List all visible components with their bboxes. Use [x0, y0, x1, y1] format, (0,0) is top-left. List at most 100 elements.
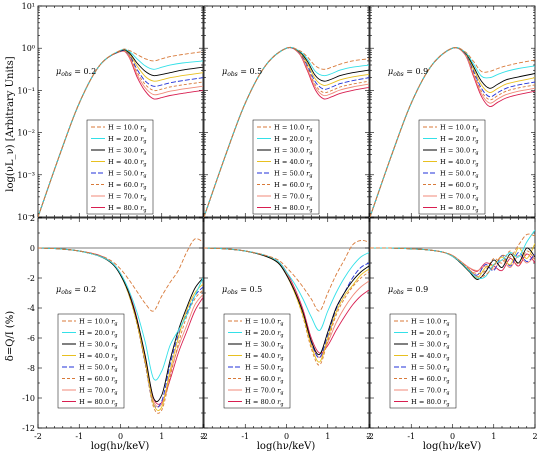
legend-label: H = 40.0 rg	[411, 352, 450, 362]
legend-label: H = 50.0 rg	[245, 364, 284, 374]
x-tick-label: 0	[450, 432, 455, 441]
y-tick-label: 10⁰	[22, 44, 35, 53]
legend-box	[389, 313, 457, 409]
legend-label: H = 70.0 rg	[245, 387, 284, 397]
series-line-h60	[370, 247, 535, 274]
legend-label: H = 20.0 rg	[440, 135, 479, 145]
y-tick-label: -8	[27, 364, 35, 373]
legend-label: H = 60.0 rg	[245, 375, 284, 385]
legend-label: H = 20.0 rg	[79, 329, 118, 339]
y-tick-label: -4	[27, 304, 35, 313]
series-line-h50	[370, 247, 535, 276]
legend-box	[57, 313, 125, 409]
legend-label: H = 10.0 rg	[245, 318, 284, 328]
legend-label: H = 10.0 rg	[108, 124, 147, 134]
legend-label: H = 70.0 rg	[274, 193, 313, 203]
x-tick-label: -2	[34, 432, 42, 441]
series-group	[370, 47, 535, 217]
legend-label: H = 60.0 rg	[440, 181, 479, 191]
legend-label: H = 20.0 rg	[411, 329, 450, 339]
legend: H = 10.0 rgH = 20.0 rg H = 30.0 rgH = 40.…	[252, 119, 320, 215]
series-group	[204, 46, 369, 217]
series-line-h20	[204, 247, 369, 331]
series-group	[370, 229, 535, 280]
panel-top-right: μobs = 0.9 H = 10.0 rgH = 20.0 rg H = 30.0…	[369, 5, 536, 218]
x-axis-label-left: log(hν/keV)	[91, 441, 150, 452]
x-tick-label: 1	[325, 432, 330, 441]
x-tick-label: -1	[75, 432, 83, 441]
legend-label: H = 40.0 rg	[108, 158, 147, 168]
series-group	[38, 238, 203, 414]
legend-label: H = 50.0 rg	[440, 170, 479, 180]
x-tick-label: -2	[366, 432, 374, 441]
legend-label: H = 70.0 rg	[79, 387, 118, 397]
y-tick-label: 10¹	[22, 2, 35, 11]
legend-label: H = 50.0 rg	[108, 170, 147, 180]
legend-label: H = 30.0 rg	[274, 147, 313, 157]
legend: H = 10.0 rgH = 20.0 rg H = 30.0 rgH = 40.…	[389, 313, 457, 409]
legend-label: H = 80.0 rg	[245, 398, 284, 408]
y-axis-label-top: log(νL_ν) [Arbitrary Units]	[5, 56, 16, 191]
legend: H = 10.0 rgH = 20.0 rg H = 30.0 rgH = 40.…	[57, 313, 125, 409]
legend-box	[252, 119, 320, 215]
series-line-h10	[38, 48, 203, 217]
y-tick-label: 0	[30, 244, 35, 253]
x-tick-label: 2	[200, 432, 205, 441]
y-tick-label: 10⁻²	[17, 129, 35, 138]
series-line-h10	[370, 233, 535, 278]
x-tick-label: 0	[118, 432, 123, 441]
panel-top-left: 10⁻⁴ 10⁻³ 10⁻² 10⁻¹ 10⁰ 10¹ μobs = 0.2 H = 10.0…	[17, 2, 204, 222]
legend-label: H = 50.0 rg	[411, 364, 450, 374]
legend-label: H = 40.0 rg	[245, 352, 284, 362]
y-axis-label-bottom: δ=Q/I (%)	[5, 311, 16, 361]
legend-label: H = 40.0 rg	[79, 352, 118, 362]
legend-label: H = 80.0 rg	[440, 204, 479, 214]
legend-box	[418, 119, 486, 215]
mu-obs-annotation: μobs = 0.2	[56, 67, 96, 78]
legend-label: H = 10.0 rg	[411, 318, 450, 328]
x-tick-label: -2	[200, 432, 208, 441]
legend-box	[223, 313, 291, 409]
x-tick-label: 0	[284, 432, 289, 441]
legend-label: H = 20.0 rg	[274, 135, 313, 145]
legend-label: H = 80.0 rg	[108, 204, 147, 214]
mu-obs-annotation: μobs = 0.9	[388, 67, 428, 78]
y-tick-label: -2	[27, 274, 35, 283]
legend-label: H = 30.0 rg	[79, 341, 118, 351]
legend-label: H = 20.0 rg	[108, 135, 147, 145]
panel-top-middle: μobs = 0.5 H = 10.0 rgH = 20.0 rg H = 30.0…	[203, 5, 370, 218]
series-line-h20	[38, 247, 203, 381]
legend-label: H = 10.0 rg	[274, 124, 313, 134]
y-tick-label: 10⁻⁴	[17, 213, 35, 222]
legend-label: H = 70.0 rg	[440, 193, 479, 203]
legend: H = 10.0 rgH = 20.0 rg H = 30.0 rgH = 40.…	[86, 119, 154, 215]
legend-label: H = 40.0 rg	[440, 158, 479, 168]
series-line-h10	[204, 46, 369, 217]
legend-label: H = 40.0 rg	[274, 158, 313, 168]
legend: H = 10.0 rgH = 20.0 rg H = 30.0 rgH = 40.…	[223, 313, 291, 409]
y-tick-label: -6	[27, 334, 35, 343]
legend-label: H = 20.0 rg	[245, 329, 284, 339]
series-line-h40	[370, 243, 535, 279]
legend-label: H = 60.0 rg	[79, 375, 118, 385]
x-tick-label: 2	[532, 432, 537, 441]
legend-box	[86, 119, 154, 215]
legend-label: H = 70.0 rg	[411, 387, 450, 397]
legend-label: H = 30.0 rg	[245, 341, 284, 351]
x-tick-label: -1	[241, 432, 249, 441]
series-line-h10	[370, 47, 535, 217]
legend-label: H = 80.0 rg	[274, 204, 313, 214]
series-line-h20	[370, 229, 535, 280]
x-axis-label-middle: log(hν/keV)	[257, 441, 316, 452]
legend-label: H = 30.0 rg	[440, 147, 479, 157]
series-line-h10	[38, 238, 203, 312]
mu-obs-annotation: μobs = 0.2	[56, 285, 96, 296]
x-tick-label: 1	[159, 432, 164, 441]
legend-label: H = 60.0 rg	[108, 181, 147, 191]
mu-obs-annotation: μobs = 0.5	[222, 285, 262, 296]
legend-label: H = 30.0 rg	[108, 147, 147, 157]
